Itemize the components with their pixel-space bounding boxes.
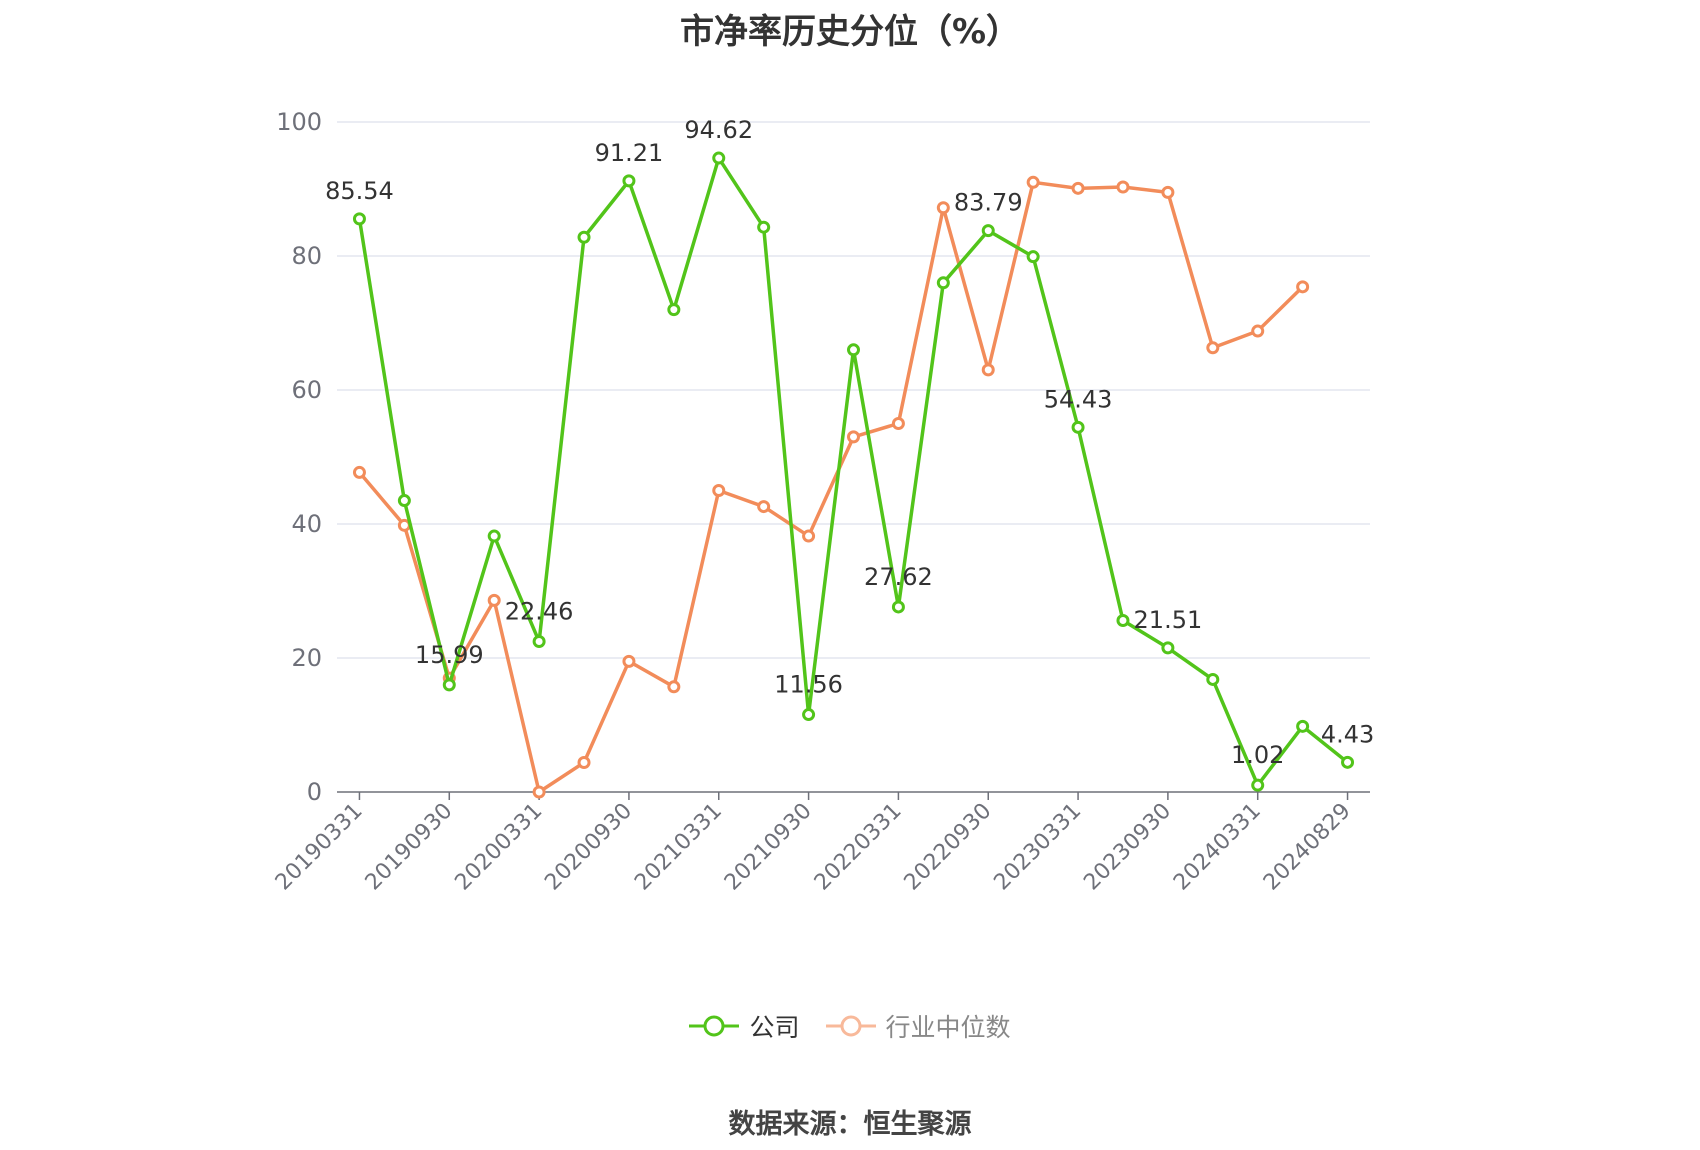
legend: 公司 行业中位数	[0, 1008, 1700, 1044]
data-point[interactable]	[1071, 420, 1085, 434]
x-tick-label: 20210930	[720, 799, 817, 896]
x-tick-label: 20210331	[630, 799, 727, 896]
legend-label-industry-median: 行业中位数	[885, 1013, 1011, 1042]
data-point[interactable]	[487, 529, 501, 543]
data-point[interactable]	[891, 600, 905, 614]
data-point[interactable]	[1251, 324, 1265, 338]
data-point[interactable]	[532, 785, 546, 799]
data-label: 11.56	[774, 671, 843, 699]
grid-lines	[337, 121, 1370, 659]
data-point[interactable]	[667, 680, 681, 694]
data-point[interactable]	[802, 529, 816, 543]
data-point[interactable]	[757, 220, 771, 234]
data-point[interactable]	[1206, 341, 1220, 355]
data-point[interactable]	[352, 212, 366, 226]
source-note: 数据来源：恒生聚源	[728, 1109, 972, 1140]
y-tick-label: 100	[276, 108, 322, 136]
data-point[interactable]	[981, 363, 995, 377]
data-point[interactable]	[1026, 175, 1040, 189]
data-label: 94.62	[684, 116, 753, 144]
x-tick-label: 20190331	[271, 799, 368, 896]
data-point[interactable]	[1206, 672, 1220, 686]
data-label: 83.79	[954, 189, 1023, 217]
y-tick-label: 20	[291, 644, 322, 672]
x-tick-label: 20240829	[1259, 799, 1356, 896]
x-tick-label: 20230930	[1079, 799, 1176, 896]
data-point[interactable]	[1071, 181, 1085, 195]
data-labels: 85.54 15.99 22.46 91.21 94.62 11.56 27.62 83.79…	[325, 116, 1374, 769]
data-point[interactable]	[891, 417, 905, 430]
data-point[interactable]	[577, 230, 591, 244]
data-point[interactable]	[847, 430, 860, 444]
data-label: 27.62	[864, 563, 933, 591]
data-point[interactable]	[757, 500, 771, 514]
x-tick-label: 20190930	[361, 799, 458, 896]
legend-marker-industry-icon	[825, 1015, 876, 1037]
data-label: 4.43	[1321, 720, 1374, 748]
series	[352, 151, 1355, 799]
data-point[interactable]	[667, 303, 681, 317]
data-point[interactable]	[622, 654, 636, 668]
data-point[interactable]	[712, 484, 726, 497]
x-tick-label: 20220331	[810, 799, 907, 896]
legend-label-company: 公司	[749, 1013, 800, 1042]
data-point[interactable]	[487, 593, 501, 607]
data-label: 1.02	[1231, 741, 1284, 769]
data-point[interactable]	[1161, 185, 1175, 199]
data-point[interactable]	[712, 151, 726, 165]
data-point[interactable]	[1341, 755, 1355, 769]
data-point[interactable]	[1026, 250, 1040, 264]
data-label: 15.99	[415, 641, 484, 669]
data-point[interactable]	[981, 224, 995, 238]
data-point[interactable]	[577, 756, 591, 770]
legend-marker-company-icon	[689, 1015, 740, 1037]
data-point[interactable]	[1251, 778, 1265, 792]
data-point[interactable]	[532, 635, 546, 649]
data-point[interactable]	[1161, 641, 1175, 655]
y-tick-label: 0	[307, 778, 322, 806]
data-point[interactable]	[397, 494, 411, 508]
series-line-1	[358, 180, 1304, 794]
data-point[interactable]	[1296, 280, 1310, 294]
series-line-0	[357, 156, 1349, 787]
data-point[interactable]	[936, 276, 950, 290]
data-point[interactable]	[622, 174, 636, 188]
data-point[interactable]	[936, 201, 950, 215]
data-point[interactable]	[802, 708, 816, 722]
x-tick-label: 20200930	[540, 799, 637, 896]
data-point[interactable]	[1296, 719, 1310, 733]
x-tick-label: 20200331	[450, 799, 547, 896]
y-tick-label: 40	[291, 510, 322, 538]
data-point[interactable]	[847, 343, 860, 357]
chart-title: 市净率历史分位（%）	[679, 12, 1021, 52]
x-tick-label: 20230331	[989, 799, 1086, 896]
y-tick-label: 80	[291, 242, 322, 270]
x-tick-label: 20220930	[900, 799, 997, 896]
data-point[interactable]	[442, 678, 456, 692]
data-point[interactable]	[1116, 613, 1130, 627]
data-label: 91.21	[595, 139, 664, 167]
x-tick-label: 20240331	[1169, 799, 1266, 896]
data-label: 54.43	[1044, 385, 1113, 413]
data-label: 85.54	[325, 177, 394, 205]
y-tick-label: 60	[291, 376, 322, 404]
legend-item-industry-median[interactable]: 行业中位数	[825, 1008, 1011, 1044]
axes: 0 20 40 60 80 100 2019033120190930202003312020…	[271, 108, 1370, 895]
data-label: 21.51	[1134, 606, 1203, 634]
data-point[interactable]	[352, 465, 366, 479]
legend-item-company[interactable]: 公司	[689, 1008, 800, 1044]
data-point[interactable]	[1116, 180, 1130, 194]
data-label: 22.46	[505, 598, 574, 626]
